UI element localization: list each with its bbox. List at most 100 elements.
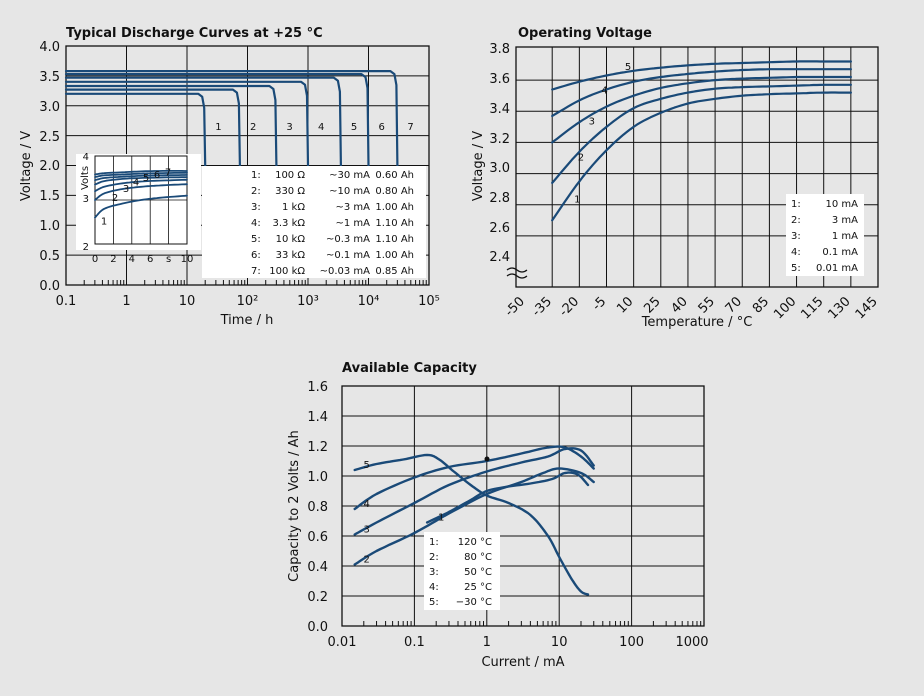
capacity-legend-key: 3:	[429, 567, 439, 578]
voltage-curve-label: 1	[574, 194, 580, 205]
inset-curve-5	[94, 174, 188, 182]
discharge-ytick-5: 2.5	[39, 130, 60, 145]
voltage-curve-2	[551, 83, 852, 184]
voltage-x-label: Temperature / °C	[641, 315, 753, 330]
svg-text:~0.1 mA: ~0.1 mA	[326, 250, 370, 261]
svg-text:10 kΩ: 10 kΩ	[276, 234, 306, 245]
voltage-xtick: 85	[750, 294, 772, 316]
voltage-ytick: 2.8	[489, 191, 510, 206]
capacity-ytick: 1.2	[307, 440, 328, 455]
capacity-curve-labels: 1 2 3 4 5	[364, 460, 445, 566]
discharge-curve-labels: 1 2 3 4 5 6 7	[215, 122, 414, 133]
capacity-legend-key: 5:	[429, 597, 439, 608]
svg-text:~30 mA: ~30 mA	[329, 170, 370, 181]
capacity-ytick: 0.6	[307, 530, 328, 545]
svg-text:33 kΩ: 33 kΩ	[276, 250, 306, 261]
svg-text:100 Ω: 100 Ω	[275, 170, 305, 181]
inset-y-label: Volts	[80, 166, 91, 190]
discharge-curve-5	[64, 76, 342, 167]
svg-text:100 kΩ: 100 kΩ	[269, 266, 305, 277]
inset-curve-label: 3	[123, 184, 129, 195]
voltage-ytick: 2.4	[489, 250, 510, 265]
capacity-legend-value: 120 °C	[458, 537, 492, 548]
svg-text:~1 mA: ~1 mA	[335, 218, 370, 229]
voltage-xtick: 55	[696, 294, 718, 316]
discharge-legend-row: 6: 33 kΩ ~0.1 mA 1.00 Ah	[251, 250, 414, 261]
discharge-legend-bg	[202, 166, 426, 278]
discharge-xtick-3: 10²	[237, 294, 259, 309]
capacity-ytick: 1.0	[307, 470, 328, 485]
svg-text:0.60 Ah: 0.60 Ah	[375, 170, 414, 181]
voltage-legend-value: 3 mA	[832, 215, 858, 226]
voltage-curves	[551, 60, 852, 222]
svg-text:1 kΩ: 1 kΩ	[282, 202, 305, 213]
svg-text:1.10 Ah: 1.10 Ah	[375, 218, 414, 229]
capacity-xtick: 100	[619, 635, 644, 650]
inset-curve-label: 4	[133, 178, 139, 189]
capacity-legend-value: 25 °C	[464, 582, 492, 593]
svg-text:3:: 3:	[251, 202, 261, 213]
voltage-chart-title: Operating Voltage	[518, 26, 652, 41]
svg-text:0.80 Ah: 0.80 Ah	[375, 186, 414, 197]
discharge-curve-4	[64, 80, 310, 167]
inset-curve-4	[94, 176, 188, 186]
svg-text:2:: 2:	[251, 186, 261, 197]
discharge-ytick-3: 1.5	[39, 189, 60, 204]
capacity-curve-4	[353, 445, 595, 511]
svg-text:1.00 Ah: 1.00 Ah	[375, 250, 414, 261]
discharge-ytick-2: 1.0	[39, 219, 60, 234]
capacity-ytick: 1.6	[307, 380, 328, 395]
capacity-curve-label: 4	[364, 499, 370, 510]
voltage-xtick: -50	[502, 294, 528, 320]
discharge-ytick-7: 3.5	[39, 70, 60, 85]
capacity-curve-label: 3	[364, 525, 370, 536]
capacity-legend-key: 4:	[429, 582, 439, 593]
inset-curve-label: 5	[143, 173, 149, 184]
discharge-x-label: Time / h	[220, 313, 274, 328]
capacity-curves	[353, 445, 595, 596]
voltage-xtick: 25	[641, 294, 663, 316]
discharge-xtick-2: 10	[179, 294, 196, 309]
svg-text:1:: 1:	[251, 170, 261, 181]
inset-ytick: 4	[83, 152, 89, 163]
capacity-legend-value: 80 °C	[464, 552, 492, 563]
discharge-legend-row: 4: 3.3 kΩ ~1 mA 1.10 Ah	[251, 218, 414, 229]
voltage-xtick: 145	[853, 294, 881, 322]
voltage-y-label: Voltage / V	[471, 131, 486, 201]
svg-text:1.00 Ah: 1.00 Ah	[375, 202, 414, 213]
discharge-curve-2	[64, 88, 241, 167]
capacity-curve-5	[353, 453, 590, 596]
discharge-legend: 1: 100 Ω ~30 mA 0.60 Ah 2: 330 Ω ~10 mA …	[251, 170, 414, 277]
discharge-legend-row: 7: 100 kΩ ~0.03 mA 0.85 Ah	[251, 266, 414, 277]
discharge-ytick-0: 0.0	[39, 279, 60, 294]
inset-xtick: s	[166, 254, 171, 265]
inset-curve-labels: 1 234 5 6 7	[101, 167, 171, 227]
discharge-curve-label: 7	[407, 122, 413, 133]
capacity-gridlines	[342, 385, 704, 626]
voltage-curve-1	[551, 91, 852, 222]
capacity-curve-label: 2	[364, 555, 370, 566]
capacity-y-label: Capacity to 2 Volts / Ah	[287, 430, 302, 582]
voltage-curve-4	[551, 68, 852, 118]
inset-ytick: 2	[83, 242, 89, 253]
discharge-curve-label: 1	[215, 122, 221, 133]
inset-curve-label: 6	[154, 170, 160, 181]
capacity-xtick: 0.01	[328, 635, 357, 650]
discharge-curve-3	[64, 84, 278, 167]
voltage-legend-key: 2:	[791, 215, 801, 226]
discharge-ytick-1: 0.5	[39, 249, 60, 264]
discharge-curve-label: 3	[286, 122, 292, 133]
discharge-curve-1	[64, 92, 207, 167]
discharge-chart-title: Typical Discharge Curves at +25 °C	[66, 26, 323, 41]
svg-text:~0.3 mA: ~0.3 mA	[326, 234, 370, 245]
voltage-xtick: 70	[723, 294, 745, 316]
discharge-legend-row: 3: 1 kΩ ~3 mA 1.00 Ah	[251, 202, 414, 213]
voltage-xtick: -5	[590, 294, 610, 314]
inset-xtick: 10	[181, 254, 194, 265]
capacity-ytick: 0.4	[307, 560, 328, 575]
capacity-xtick: 1	[483, 635, 491, 650]
capacity-minor-ticks	[363, 621, 702, 626]
capacity-ytick: 1.4	[307, 410, 328, 425]
discharge-curve-label: 4	[318, 122, 324, 133]
svg-text:~3 mA: ~3 mA	[335, 202, 370, 213]
